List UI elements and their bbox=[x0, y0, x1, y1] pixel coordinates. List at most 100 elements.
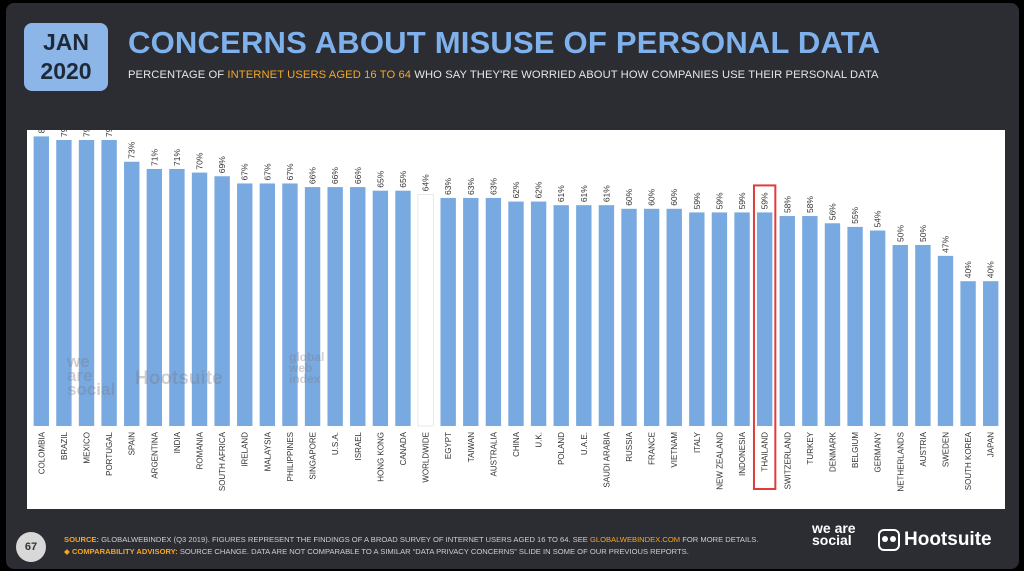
data-label: 60% bbox=[624, 188, 634, 205]
bar-chart: 80% COLOMBIA 79% BRAZIL 79% MEXICO 79% PORTUGAL… bbox=[33, 130, 999, 492]
bar-egypt bbox=[440, 197, 456, 426]
data-label: 67% bbox=[262, 163, 272, 180]
category-label: PHILIPPINES bbox=[286, 432, 295, 481]
bar-taiwan bbox=[463, 197, 479, 426]
data-label: 80% bbox=[36, 130, 46, 133]
bar-australia bbox=[485, 197, 502, 426]
subtitle-prefix: PERCENTAGE OF bbox=[128, 69, 228, 81]
data-label: 67% bbox=[240, 163, 250, 180]
bar-brazil bbox=[56, 140, 72, 426]
data-label: 79% bbox=[104, 130, 114, 137]
category-label: SAUDI ARABIA bbox=[602, 431, 611, 487]
chart-title: CONCERNS ABOUT MISUSE OF PERSONAL DATA bbox=[128, 25, 881, 60]
category-label: ISRAEL bbox=[354, 431, 363, 460]
date-year: 2020 bbox=[40, 58, 92, 84]
category-label: SINGAPORE bbox=[309, 432, 318, 480]
bar-netherlands bbox=[892, 245, 908, 426]
page-number: 67 bbox=[16, 532, 46, 562]
bar-mexico bbox=[78, 140, 95, 426]
bar-india bbox=[169, 168, 185, 427]
category-label: MEXICO bbox=[83, 432, 92, 464]
category-label: SWEDEN bbox=[941, 432, 950, 467]
category-label: NETHERLANDS bbox=[896, 432, 905, 492]
category-label: WORLDWIDE bbox=[422, 432, 431, 483]
data-label: 58% bbox=[782, 196, 792, 213]
bar-malaysia bbox=[259, 183, 276, 426]
category-label: SOUTH AFRICA bbox=[218, 431, 227, 491]
data-label: 63% bbox=[466, 177, 476, 194]
bar-israel bbox=[350, 187, 366, 426]
bar-thailand bbox=[756, 212, 773, 426]
data-label: 64% bbox=[421, 174, 431, 191]
bar-china bbox=[508, 201, 524, 426]
data-label: 70% bbox=[195, 152, 205, 169]
bar-saudi-arabia bbox=[598, 205, 615, 426]
bar-italy bbox=[689, 212, 705, 426]
bar-u-a-e bbox=[576, 205, 592, 426]
bar-germany bbox=[869, 230, 886, 426]
source-link[interactable]: GLOBALWEBINDEX.COM bbox=[589, 535, 681, 544]
bar-russia bbox=[621, 208, 637, 426]
subtitle-suffix: WHO SAY THEY'RE WORRIED ABOUT HOW COMPAN… bbox=[411, 69, 879, 81]
category-label: EGYPT bbox=[444, 432, 453, 459]
category-label: BELGIUM bbox=[851, 432, 860, 468]
source-label: SOURCE: bbox=[64, 535, 100, 544]
data-label: 62% bbox=[534, 181, 544, 198]
category-label: CANADA bbox=[399, 431, 408, 465]
bar-hong-kong bbox=[372, 190, 389, 426]
data-label: 65% bbox=[375, 170, 385, 187]
bar-canada bbox=[395, 190, 411, 426]
data-label: 67% bbox=[285, 163, 295, 180]
category-label: MALAYSIA bbox=[263, 431, 272, 471]
data-label: 40% bbox=[986, 261, 996, 278]
category-label: SOUTH KOREA bbox=[964, 431, 973, 490]
data-label: 56% bbox=[827, 203, 837, 220]
data-label: 73% bbox=[127, 141, 137, 158]
bar-belgium bbox=[847, 226, 863, 426]
category-label: FRANCE bbox=[648, 432, 657, 465]
category-label: JAPAN bbox=[987, 432, 996, 457]
data-label: 59% bbox=[737, 192, 747, 209]
data-label: 66% bbox=[330, 167, 340, 184]
bar-south-africa bbox=[214, 176, 230, 426]
data-label: 61% bbox=[601, 185, 611, 202]
category-label: VIETNAM bbox=[670, 432, 679, 468]
data-label: 54% bbox=[873, 210, 883, 227]
bar-ireland bbox=[237, 183, 253, 426]
data-label: 59% bbox=[692, 192, 702, 209]
hootsuite-logo: Hootsuite bbox=[878, 529, 992, 551]
source-text: GLOBALWEBINDEX (Q3 2019). FIGURES REPRES… bbox=[99, 535, 590, 544]
bar-philippines bbox=[282, 183, 298, 426]
bar-new-zealand bbox=[711, 212, 728, 426]
category-label: IRELAND bbox=[241, 432, 250, 467]
category-label: DENMARK bbox=[828, 431, 837, 472]
data-label: 50% bbox=[918, 225, 928, 242]
category-label: BRAZIL bbox=[60, 431, 69, 460]
bar-poland bbox=[553, 205, 569, 426]
comparability-advisory: ◆ COMPARABILITY ADVISORY: SOURCE CHANGE.… bbox=[64, 547, 689, 556]
bar-austria bbox=[915, 245, 931, 426]
category-label: GERMANY bbox=[874, 431, 883, 472]
data-label: 47% bbox=[940, 235, 950, 252]
bar-u-s-a bbox=[327, 187, 343, 426]
category-label: PORTUGAL bbox=[105, 431, 114, 475]
bar-switzerland bbox=[779, 216, 795, 426]
data-label: 59% bbox=[714, 192, 724, 209]
category-label: ARGENTINA bbox=[150, 431, 159, 478]
bar-colombia bbox=[33, 136, 49, 426]
data-label: 60% bbox=[669, 188, 679, 205]
owl-icon bbox=[878, 529, 900, 551]
data-label: 79% bbox=[59, 130, 69, 137]
category-label: SWITZERLAND bbox=[783, 432, 792, 490]
bar-south-korea bbox=[960, 281, 976, 426]
data-label: 66% bbox=[308, 167, 318, 184]
bar-u-k bbox=[530, 201, 547, 426]
data-label: 59% bbox=[760, 192, 770, 209]
category-label: INDONESIA bbox=[738, 431, 747, 476]
bar-france bbox=[643, 208, 660, 426]
category-label: RUSSIA bbox=[625, 431, 634, 461]
date-badge: JAN 2020 bbox=[24, 23, 108, 91]
bar-indonesia bbox=[734, 212, 750, 426]
category-label: ITALY bbox=[693, 431, 702, 453]
category-label: TAIWAN bbox=[467, 432, 476, 462]
